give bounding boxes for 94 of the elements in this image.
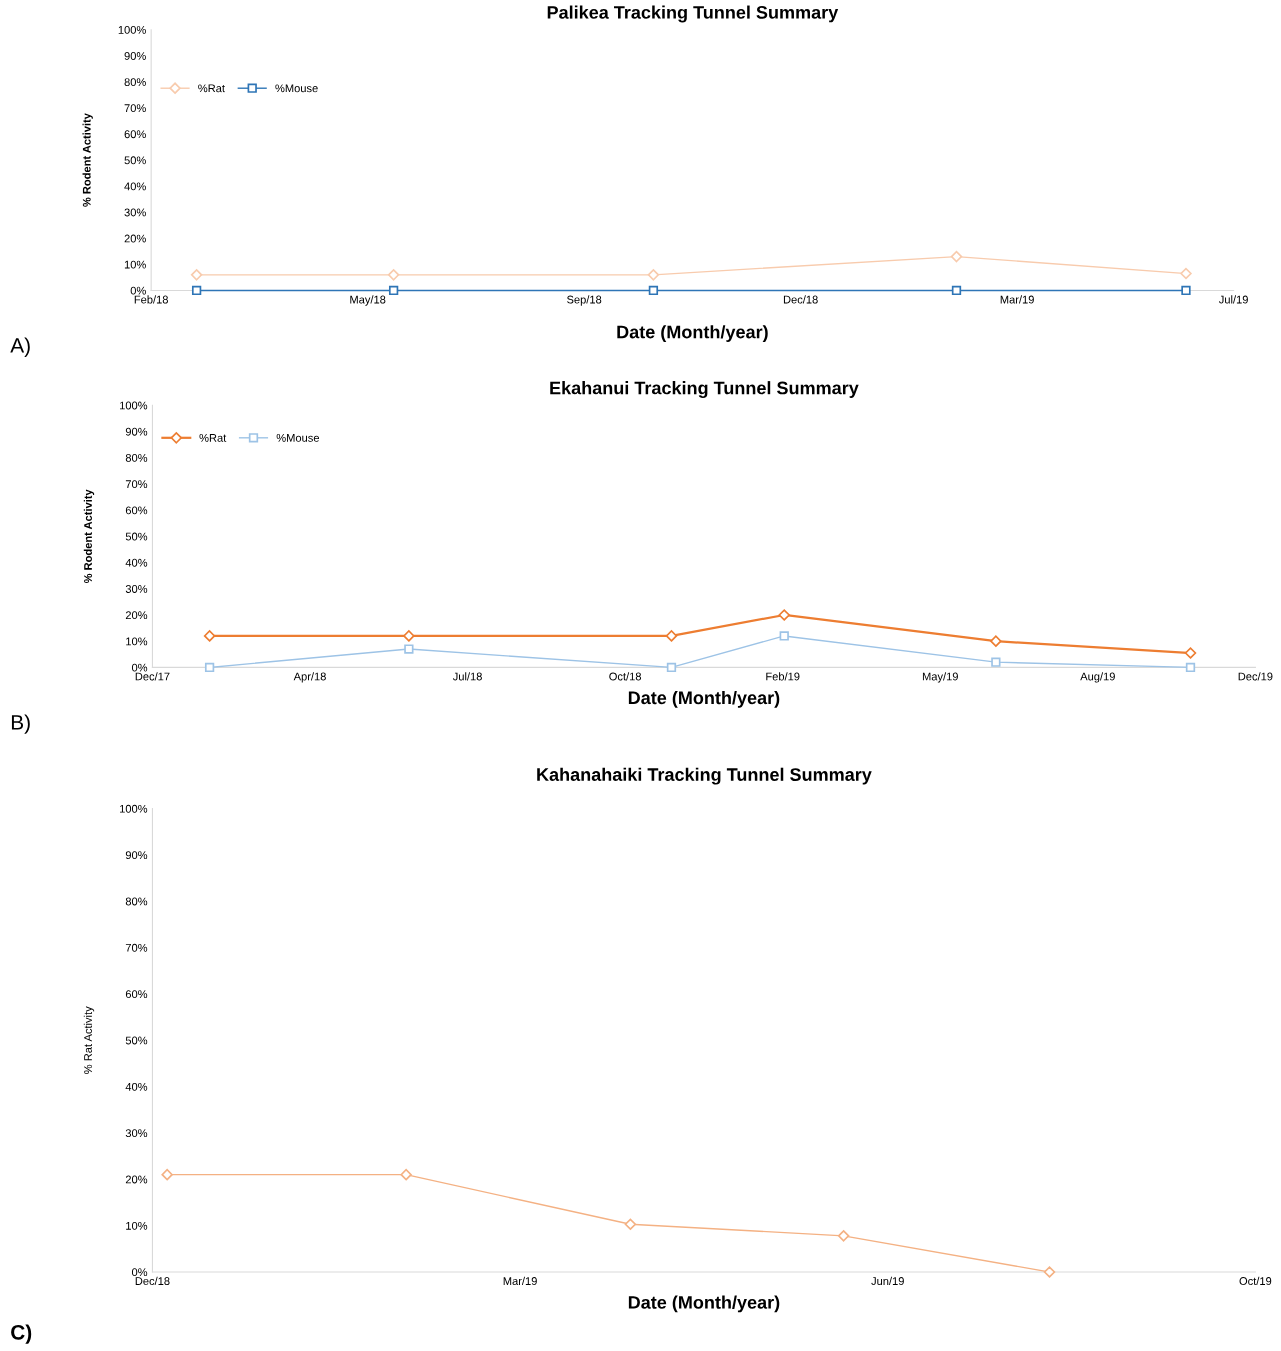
- y-tick-label: 100%: [120, 804, 148, 813]
- x-axis-title: Date (Month/year): [628, 690, 780, 708]
- x-tick-label: Aug/19: [1080, 672, 1115, 683]
- x-tick-label: Dec/17: [135, 672, 170, 681]
- text: A): [10, 337, 30, 357]
- x-axis-title: Date (Month/year): [617, 325, 768, 342]
- y-tick-label: 10%: [126, 637, 148, 646]
- point: [647, 269, 660, 281]
- point: [991, 657, 1001, 667]
- y-tick-label: 90%: [124, 52, 146, 60]
- y-tick-label: 0%: [130, 286, 146, 295]
- point: [161, 1168, 173, 1181]
- point: [778, 609, 790, 621]
- legend-label: %Mouse: [275, 84, 318, 93]
- y-tick-label: 30%: [125, 1129, 148, 1138]
- chart-title: Kahanahaiki Tracking Tunnel Summary: [537, 767, 872, 785]
- text: C): [11, 1324, 32, 1344]
- y-tick-label: 0%: [131, 1268, 148, 1277]
- point: [779, 631, 789, 641]
- point: [837, 1230, 850, 1242]
- point: [1185, 662, 1196, 673]
- y-tick-label: 20%: [125, 1175, 148, 1184]
- y-tick-label: 90%: [125, 427, 148, 436]
- chart-title: Ekahanui Tracking Tunnel Summary: [550, 381, 859, 399]
- y-tick-label: 30%: [124, 208, 146, 217]
- y-tick-label: 90%: [125, 851, 148, 860]
- y-tick-label: 10%: [126, 1221, 148, 1230]
- x-tick-label: May/19: [922, 672, 958, 683]
- x-tick-label: Feb/18: [134, 295, 168, 304]
- text: B): [11, 714, 30, 734]
- chart-title: Palikea Tracking Tunnel Summary: [547, 5, 839, 23]
- x-tick-label: Jul/19: [1218, 295, 1248, 304]
- x-tick-label: Oct/18: [609, 672, 642, 681]
- x-tick-label: Jun/19: [871, 1276, 904, 1285]
- y-axis-title: % Rodent Activity: [83, 489, 95, 584]
- x-tick-label: Jul/18: [452, 672, 482, 681]
- y-tick-label: 60%: [124, 130, 146, 139]
- x-tick-label: Dec/18: [783, 295, 818, 304]
- y-tick-label: 70%: [125, 480, 148, 489]
- legend-label: %Rat: [198, 84, 225, 93]
- y-tick-label: 80%: [124, 78, 146, 87]
- y-tick-label: 60%: [125, 506, 148, 515]
- x-axis-title: Date (Month/year): [628, 1295, 780, 1313]
- x-tick-label: Mar/19: [1000, 295, 1034, 304]
- y-tick-label: 20%: [124, 234, 146, 243]
- point: [388, 285, 399, 296]
- point: [190, 269, 203, 281]
- point: [648, 285, 659, 296]
- y-tick-label: 50%: [124, 156, 146, 165]
- y-tick-label: 70%: [125, 943, 148, 952]
- point: [400, 1168, 412, 1181]
- point: [1184, 647, 1197, 659]
- legend-label: %Rat: [199, 433, 227, 442]
- point: [990, 635, 1002, 647]
- y-tick-label: 70%: [124, 104, 146, 113]
- y-tick-label: 30%: [125, 585, 148, 593]
- point: [387, 269, 400, 281]
- point: [404, 644, 414, 654]
- y-tick-label: 100%: [118, 25, 146, 34]
- x-tick-label: Mar/19: [503, 1276, 537, 1285]
- y-tick-label: 20%: [125, 611, 148, 620]
- point: [950, 250, 963, 263]
- y-tick-label: 40%: [125, 1082, 148, 1091]
- y-tick-label: 50%: [125, 1036, 148, 1045]
- y-tick-label: 40%: [124, 182, 146, 191]
- y-tick-label: 10%: [124, 260, 146, 269]
- point: [1181, 285, 1191, 296]
- point: [665, 630, 678, 642]
- x-tick-label: May/18: [350, 295, 386, 306]
- x-tick-label: Feb/19: [766, 672, 800, 681]
- y-tick-label: 50%: [125, 532, 148, 541]
- x-tick-label: Oct/19: [1239, 1276, 1272, 1285]
- y-tick-label: 40%: [125, 558, 148, 567]
- y-tick-label: 80%: [125, 897, 148, 906]
- x-tick-label: Dec/19: [1238, 672, 1273, 681]
- legend-label: %Mouse: [276, 433, 320, 442]
- x-tick-label: Sep/18: [567, 295, 602, 306]
- point: [204, 662, 215, 673]
- x-tick-label: Dec/18: [135, 1276, 170, 1285]
- y-tick-label: 60%: [125, 990, 148, 999]
- point: [191, 285, 202, 296]
- x-tick-label: Apr/18: [293, 672, 326, 683]
- point: [624, 1218, 637, 1230]
- point: [403, 630, 415, 642]
- y-axis-title: % Rodent Activity: [82, 113, 93, 207]
- point: [203, 630, 216, 642]
- point: [666, 662, 677, 673]
- y-axis-title: % Rat Activity: [83, 1006, 95, 1074]
- point: [1180, 267, 1192, 280]
- y-tick-label: 100%: [120, 401, 148, 410]
- point: [1043, 1266, 1056, 1278]
- y-tick-label: 0%: [131, 663, 148, 672]
- y-tick-label: 80%: [125, 453, 148, 462]
- point: [951, 285, 962, 296]
